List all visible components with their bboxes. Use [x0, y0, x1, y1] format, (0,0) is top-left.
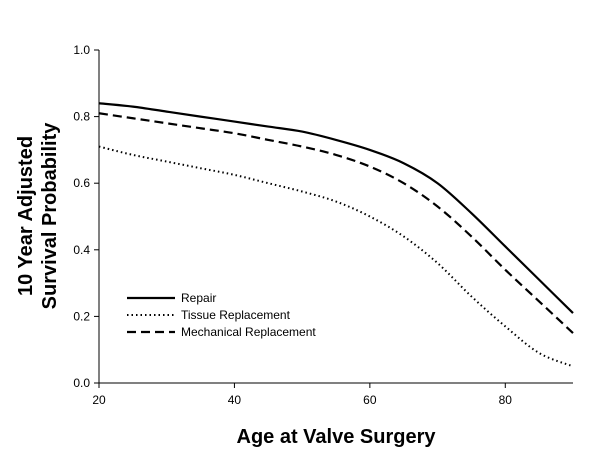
series-line-mechanical-replacement: [98, 112, 574, 334]
y-tick-label: 1.0: [73, 43, 90, 57]
series-line-tissue-replacement: [98, 145, 574, 368]
y-tick-label: 0.8: [73, 110, 90, 124]
y-axis-title-line-2: Survival Probability: [39, 122, 61, 310]
series-line-repair: [98, 102, 574, 314]
y-tick-label: 0.4: [73, 243, 90, 257]
y-axis-title: 10 Year Adjusted Survival Probability: [15, 122, 61, 310]
legend: Repair Tissue Replacement Mechanical Rep…: [127, 291, 316, 339]
legend-label-repair: Repair: [181, 291, 216, 305]
x-tick-label: 20: [92, 393, 106, 407]
y-axis-ticks: 0.0 0.2 0.4 0.6 0.8 1.0: [73, 43, 99, 390]
plot-area: [98, 50, 573, 384]
x-tick-label: 80: [499, 393, 513, 407]
series-layer: [98, 102, 574, 368]
y-tick-label: 0.2: [73, 309, 90, 323]
x-tick-label: 40: [228, 393, 242, 407]
x-axis-title: Age at Valve Surgery: [237, 426, 437, 448]
x-axis-ticks: 20 40 60 80: [92, 383, 512, 407]
x-tick-label: 60: [363, 393, 377, 407]
legend-label-mechanical-replacement: Mechanical Replacement: [181, 325, 316, 339]
y-tick-label: 0.6: [73, 176, 90, 190]
y-tick-label: 0.0: [73, 376, 90, 390]
y-axis-title-line-1: 10 Year Adjusted: [15, 136, 37, 296]
legend-label-tissue-replacement: Tissue Replacement: [181, 308, 291, 322]
